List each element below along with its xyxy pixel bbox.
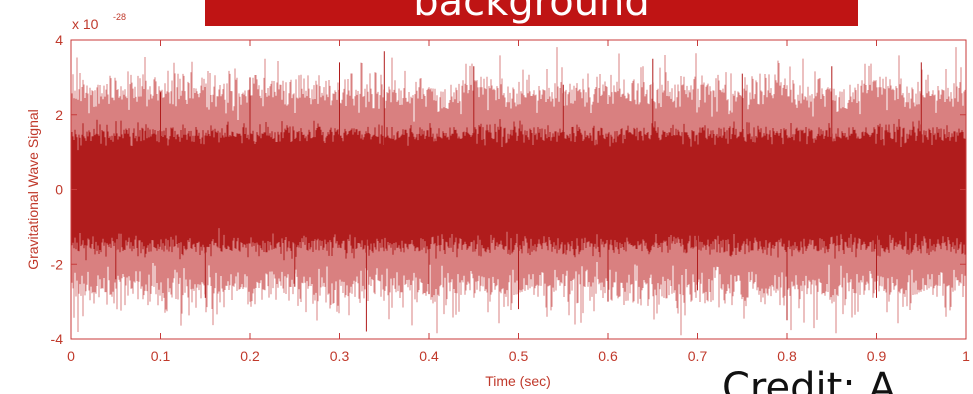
credit-caption: Credit: A — [722, 366, 973, 394]
y-tick-label: -4 — [51, 331, 64, 347]
x-tick-label: 0.5 — [509, 348, 529, 364]
x-tick-label: 0.7 — [688, 348, 708, 364]
chart-title-banner: background — [205, 0, 858, 26]
x-tick-label: 0.1 — [151, 348, 171, 364]
x-tick-label: 1 — [962, 348, 970, 364]
x-tick-label: 0 — [67, 348, 75, 364]
x-tick-label: 0.6 — [598, 348, 618, 364]
x-tick-label: 0.8 — [777, 348, 797, 364]
x-axis-label: Time (sec) — [485, 373, 551, 389]
y-axis-label: Gravitational Wave Signal — [25, 109, 41, 270]
credit-text: Credit: A — [722, 366, 896, 394]
x-tick-label: 0.9 — [867, 348, 887, 364]
y-tick-label: -2 — [51, 256, 64, 272]
y-tick-label: 4 — [55, 32, 63, 48]
x-tick-label: 0.3 — [330, 348, 350, 364]
x-tick-label: 0.2 — [240, 348, 260, 364]
chart-title: background — [413, 0, 650, 25]
x-tick-label: 0.4 — [419, 348, 439, 364]
y-tick-label: 0 — [55, 182, 63, 198]
y-exponent-label: x 10 — [72, 16, 99, 32]
y-tick-label: 2 — [55, 107, 63, 123]
y-exponent-superscript: -28 — [113, 12, 126, 22]
